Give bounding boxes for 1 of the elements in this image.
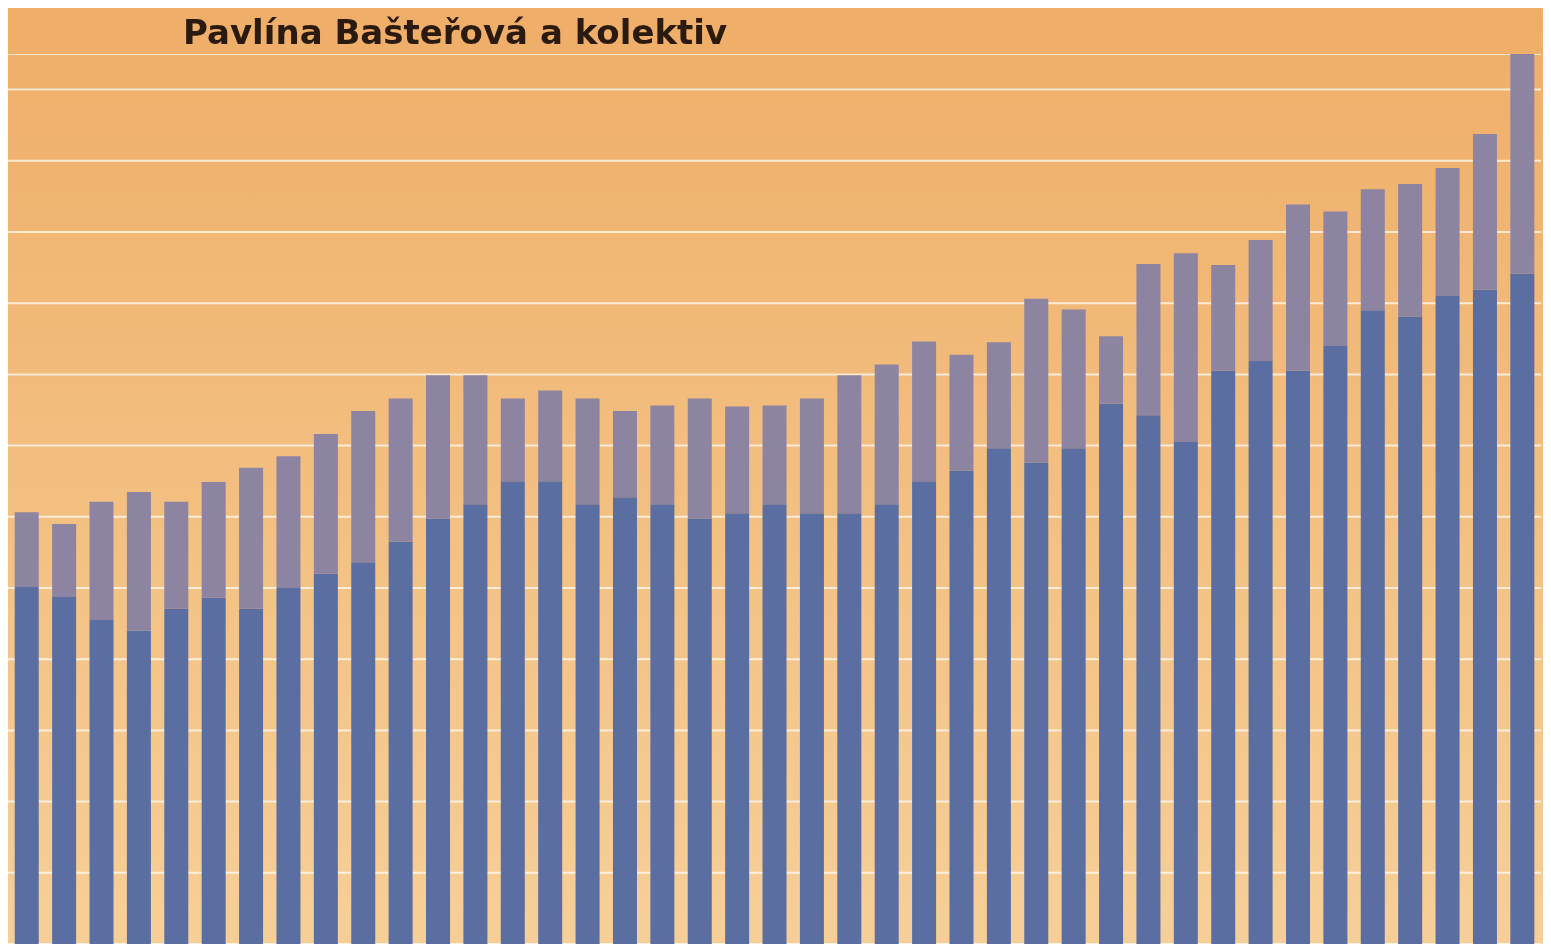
chart-title: Pavlína Bašteřová a kolektiv — [182, 11, 729, 54]
